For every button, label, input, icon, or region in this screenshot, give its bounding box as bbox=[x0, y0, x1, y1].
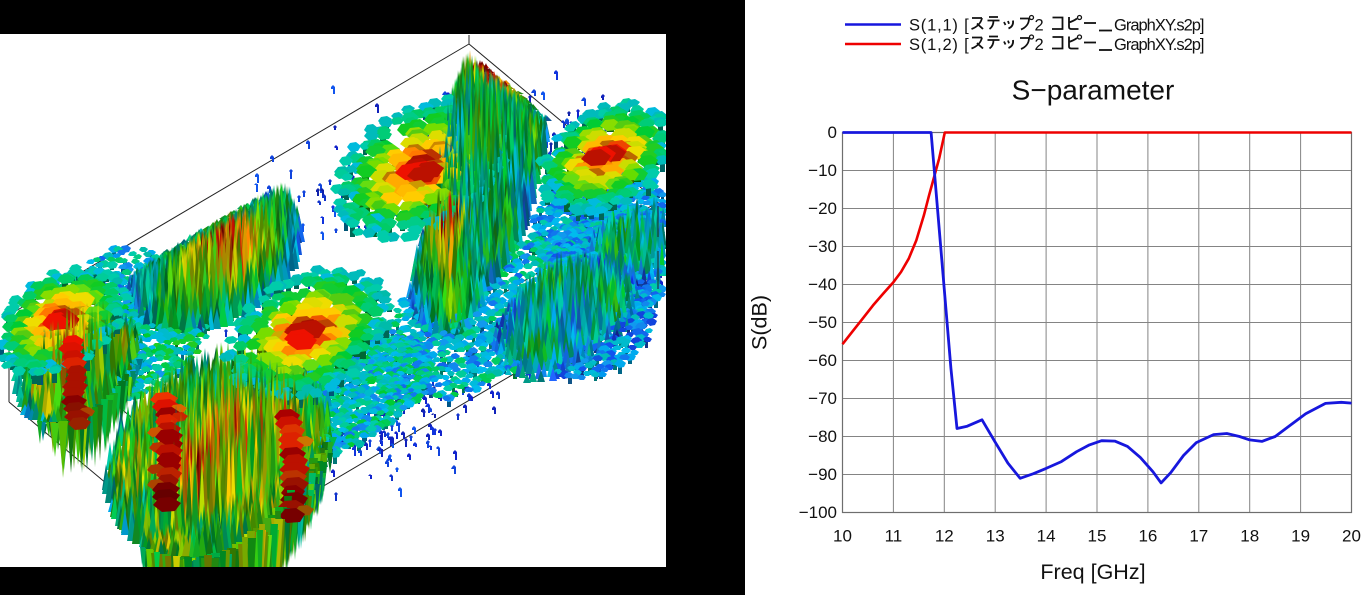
svg-text:−10: −10 bbox=[808, 161, 837, 180]
svg-text:GraphXY.s2p]: GraphXY.s2p] bbox=[1114, 17, 1204, 35]
svg-text:−40: −40 bbox=[808, 275, 837, 294]
svg-text:13: 13 bbox=[986, 527, 1005, 546]
svg-text:2: 2 bbox=[1035, 36, 1044, 54]
svg-text:20: 20 bbox=[1342, 527, 1361, 546]
svg-text:S(1,2) [: S(1,2) [ bbox=[909, 36, 970, 54]
svg-text:Freq [GHz]: Freq [GHz] bbox=[1040, 560, 1145, 584]
svg-text:10: 10 bbox=[833, 527, 852, 546]
svg-text:S(dB): S(dB) bbox=[748, 295, 772, 350]
svg-text:16: 16 bbox=[1138, 527, 1157, 546]
svg-text:−50: −50 bbox=[808, 313, 837, 332]
svg-text:12: 12 bbox=[935, 527, 954, 546]
svg-text:15: 15 bbox=[1088, 527, 1107, 546]
svg-text:S−parameter: S−parameter bbox=[1012, 75, 1175, 106]
svg-text:−80: −80 bbox=[808, 427, 837, 446]
svg-text:−20: −20 bbox=[808, 199, 837, 218]
svg-text:2: 2 bbox=[1035, 17, 1044, 35]
svg-text:19: 19 bbox=[1291, 527, 1310, 546]
svg-text:S(1,1) [: S(1,1) [ bbox=[909, 17, 970, 35]
svg-text:11: 11 bbox=[885, 527, 903, 546]
svg-text:17: 17 bbox=[1189, 527, 1208, 546]
svg-text:GraphXY.s2p]: GraphXY.s2p] bbox=[1114, 36, 1204, 54]
svg-text:−30: −30 bbox=[808, 237, 837, 256]
svg-text:−60: −60 bbox=[808, 351, 837, 370]
svg-text:18: 18 bbox=[1240, 527, 1259, 546]
svg-text:14: 14 bbox=[1037, 527, 1056, 546]
svg-text:−90: −90 bbox=[808, 465, 837, 484]
svg-text:−100: −100 bbox=[799, 503, 837, 522]
svg-text:−70: −70 bbox=[808, 389, 837, 408]
svg-text:0: 0 bbox=[828, 123, 837, 142]
